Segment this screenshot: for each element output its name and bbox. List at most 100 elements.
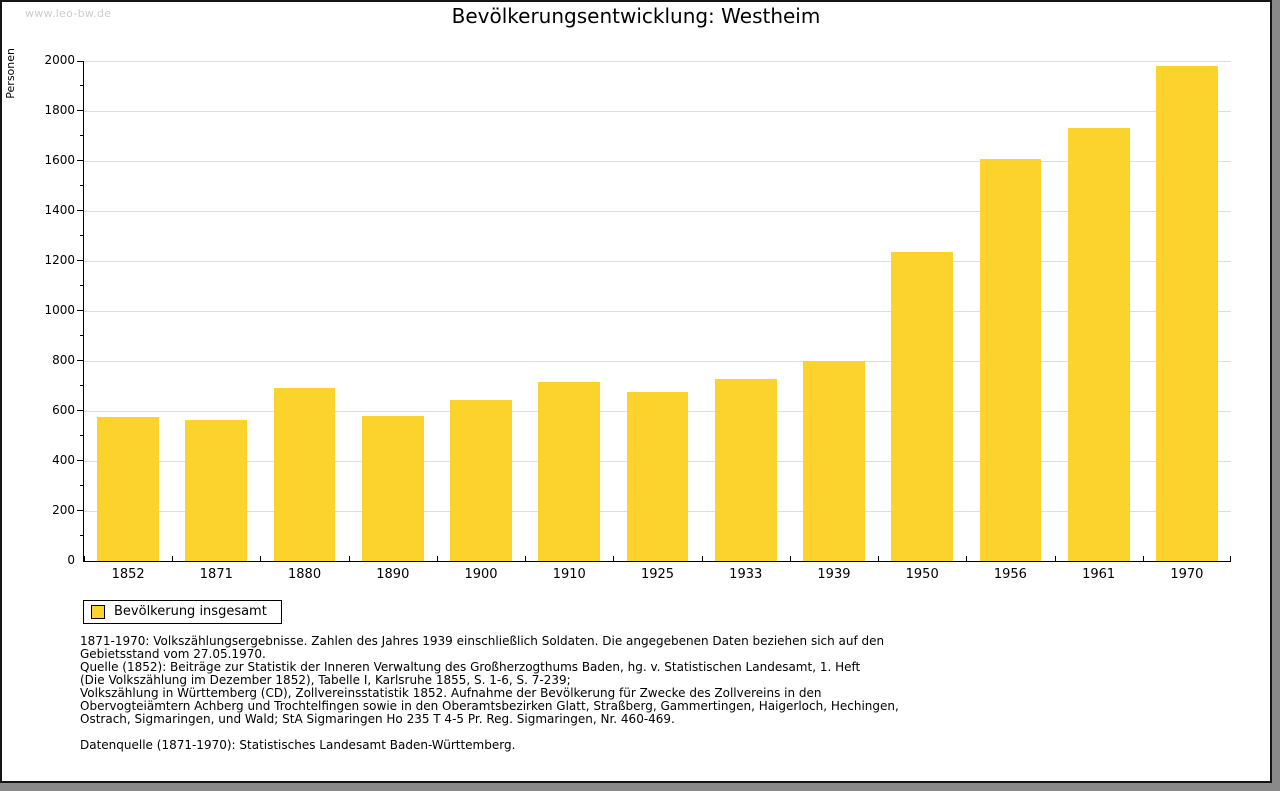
x-tick-label: 1939 (817, 567, 851, 582)
x-tick-label: 1900 (464, 567, 498, 582)
bar-1890 (361, 416, 424, 561)
y-major-tick (77, 61, 83, 62)
bar-cell (1143, 61, 1231, 561)
y-minor-tick (80, 135, 83, 136)
gridline (84, 311, 1231, 312)
bar-1961 (1067, 128, 1130, 561)
x-boundary-tick (1054, 556, 1056, 561)
y-major-tick (77, 310, 83, 311)
gridline (84, 161, 1231, 162)
x-boundary-tick (1142, 556, 1144, 561)
bar-cell (1055, 61, 1143, 561)
x-tick-label: 1950 (905, 567, 939, 582)
y-tick-label: 2000 (44, 53, 75, 67)
bar-1925 (626, 391, 689, 561)
bar-cell (349, 61, 437, 561)
x-tick-label: 1910 (552, 567, 586, 582)
bar-1970 (1156, 65, 1218, 561)
y-major-tick (77, 360, 83, 361)
y-tick-label: 1000 (44, 303, 75, 317)
y-minor-tick (80, 185, 83, 186)
legend-swatch (91, 604, 105, 619)
y-minor-tick (80, 435, 83, 436)
y-minor-tick (80, 535, 83, 536)
bar-1900 (450, 399, 512, 561)
x-tick-label: 1890 (376, 567, 410, 582)
gridline (84, 111, 1231, 112)
bar-1871 (185, 420, 248, 561)
x-boundary-tick (789, 556, 791, 561)
bar-cell (966, 61, 1054, 561)
gridline (84, 61, 1231, 62)
x-boundary-tick (172, 556, 174, 561)
bar-cell (260, 61, 348, 561)
y-major-tick (77, 460, 83, 461)
y-minor-tick (80, 285, 83, 286)
x-boundary-tick (613, 556, 615, 561)
gridline (84, 261, 1231, 262)
footer-datasource: Datenquelle (1871-1970): Statistisches L… (80, 738, 516, 752)
y-major-tick (77, 110, 83, 111)
footer-line: Gebietsstand vom 27.05.1970. (80, 647, 266, 661)
y-major-tick (77, 260, 83, 261)
y-tick-label: 1400 (44, 203, 75, 217)
y-minor-tick (80, 85, 83, 86)
footer-notes: 1871-1970: Volkszählungsergebnisse. Zahl… (80, 635, 899, 752)
y-major-tick (77, 510, 83, 511)
y-minor-tick (80, 335, 83, 336)
y-tick-label: 1600 (44, 153, 75, 167)
footer-line: (Die Volkszählung im Dezember 1852), Tab… (80, 673, 571, 687)
bar-cell (790, 61, 878, 561)
x-boundary-tick (1230, 556, 1231, 561)
bar-1852 (97, 417, 159, 561)
x-boundary-tick (966, 556, 968, 561)
bar-1880 (273, 388, 336, 561)
y-major-tick (77, 410, 83, 411)
legend: Bevölkerung insgesamt (83, 600, 282, 624)
footer-line: 1871-1970: Volkszählungsergebnisse. Zahl… (80, 634, 885, 648)
y-tick-label: 0 (67, 553, 75, 567)
footer-line: Obervogteiämtern Achberg und Trochtelfin… (80, 699, 899, 713)
x-boundary-tick (525, 556, 527, 561)
x-tick-label: 1871 (199, 567, 233, 582)
x-tick-label: 1970 (1170, 567, 1204, 582)
bar-cell (437, 61, 525, 561)
y-minor-tick (80, 235, 83, 236)
y-major-tick (77, 210, 83, 211)
x-tick-label: 1956 (993, 567, 1027, 582)
bar-1933 (714, 379, 777, 561)
bar-cell (172, 61, 260, 561)
footer-line: Quelle (1852): Beiträge zur Statistik de… (80, 660, 861, 674)
bar-cell (525, 61, 613, 561)
x-boundary-tick (348, 556, 350, 561)
footer-line: Ostrach, Sigmaringen, und Wald; StA Sigm… (80, 712, 675, 726)
legend-label: Bevölkerung insgesamt (114, 604, 267, 619)
y-minor-tick (80, 485, 83, 486)
x-tick-label: 1933 (729, 567, 763, 582)
y-tick-label: 1200 (44, 253, 75, 267)
bar-1950 (891, 252, 954, 561)
plot-area: 0 200 400 600 800 1000 1200 1400 1600 1800 2000 18… (44, 53, 1231, 582)
bar-cell (702, 61, 790, 561)
x-boundary-tick (878, 556, 880, 561)
watermark: www.leo-bw.de (25, 7, 112, 20)
gridline (84, 211, 1231, 212)
chart-title: Bevölkerungsentwicklung: Westheim (451, 4, 821, 28)
y-minor-tick (80, 385, 83, 386)
y-tick-label: 800 (52, 353, 75, 367)
x-tick-label: 1961 (1082, 567, 1116, 582)
y-tick-label: 400 (52, 453, 75, 467)
bar-cell (613, 61, 701, 561)
bar-1956 (979, 158, 1042, 561)
x-boundary-tick (436, 556, 438, 561)
y-tick-label: 600 (52, 403, 75, 417)
y-axis-title: Personen (4, 48, 17, 99)
gridline (84, 361, 1231, 362)
footer-line: Volkszählung in Württemberg (CD), Zollve… (80, 686, 822, 700)
x-boundary-tick (84, 556, 85, 561)
bar-1910 (538, 381, 601, 561)
y-major-tick (77, 160, 83, 161)
bar-cell (878, 61, 966, 561)
y-tick-label: 1800 (44, 103, 75, 117)
